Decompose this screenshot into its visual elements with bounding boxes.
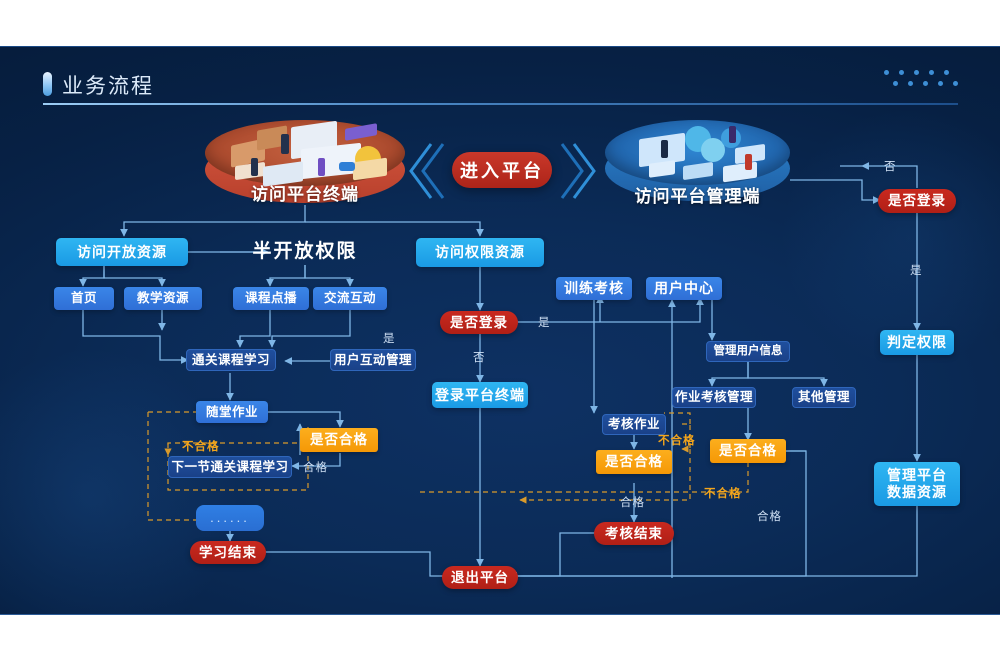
node-pass-course[interactable]: 通关课程学习 bbox=[186, 349, 276, 371]
decor-dot bbox=[953, 81, 958, 86]
node-semi-open: 半开放权限 bbox=[252, 240, 358, 262]
node-course-vod[interactable]: 课程点播 bbox=[233, 287, 309, 310]
node-teaching-resource[interactable]: 教学资源 bbox=[124, 287, 202, 310]
node-access-auth[interactable]: 访问权限资源 bbox=[416, 238, 544, 267]
decor-dot bbox=[884, 70, 889, 75]
label-qualified-mid: 合格 bbox=[620, 497, 645, 509]
label-yes-right: 是 bbox=[910, 265, 923, 277]
chevron-left-icon bbox=[409, 143, 445, 199]
node-study-end[interactable]: 学习结束 bbox=[190, 541, 266, 564]
node-qualified-right[interactable]: 是否合格 bbox=[710, 439, 786, 463]
node-qualified-left[interactable]: 是否合格 bbox=[300, 428, 378, 452]
page-title: 业务流程 bbox=[62, 75, 154, 98]
decor-dot-grid bbox=[884, 70, 960, 92]
label-yes-center: 是 bbox=[538, 317, 551, 329]
platform-terminal-disc: 访问平台终端 bbox=[205, 120, 405, 212]
label-unqualified-right: 不合格 bbox=[704, 488, 742, 500]
node-home[interactable]: 首页 bbox=[54, 287, 114, 310]
node-login-terminal[interactable]: 登录平台终端 bbox=[432, 382, 528, 408]
chevron-right-icon bbox=[560, 143, 596, 199]
title-divider bbox=[43, 103, 958, 105]
node-is-login-right[interactable]: 是否登录 bbox=[878, 189, 956, 213]
node-train-assess[interactable]: 训练考核 bbox=[556, 277, 632, 300]
node-other-mgmt[interactable]: 其他管理 bbox=[792, 387, 856, 408]
title-accent-bar bbox=[43, 72, 52, 96]
decor-dot bbox=[929, 70, 934, 75]
node-next-course[interactable]: 下一节通关课程学习 bbox=[168, 456, 292, 478]
decor-dot bbox=[914, 70, 919, 75]
platform-terminal-label: 访问平台终端 bbox=[251, 185, 359, 204]
node-user-interact-mgmt[interactable]: 用户互动管理 bbox=[330, 349, 416, 371]
node-assess-end[interactable]: 考核结束 bbox=[594, 522, 674, 545]
decor-dot bbox=[944, 70, 949, 75]
node-work-assess-mgmt[interactable]: 作业考核管理 bbox=[672, 387, 756, 408]
node-access-open[interactable]: 访问开放资源 bbox=[56, 238, 188, 266]
node-is-login-center[interactable]: 是否登录 bbox=[440, 311, 518, 334]
node-manage-user-info[interactable]: 管理用户信息 bbox=[706, 341, 790, 362]
node-exit-platform[interactable]: 退出平台 bbox=[442, 566, 518, 589]
platform-admin-disc: 访问平台管理端 bbox=[605, 120, 790, 210]
node-manage-data[interactable]: 管理平台 数据资源 bbox=[874, 462, 960, 506]
node-user-center[interactable]: 用户中心 bbox=[646, 277, 722, 300]
label-no-center: 否 bbox=[473, 352, 486, 364]
decor-dot bbox=[893, 81, 898, 86]
node-assess-work[interactable]: 考核作业 bbox=[602, 414, 666, 435]
decor-dot bbox=[923, 81, 928, 86]
node-ellipsis[interactable]: ...... bbox=[196, 505, 264, 531]
decor-dot bbox=[899, 70, 904, 75]
enter-platform-button[interactable]: 进入平台 bbox=[452, 152, 552, 188]
label-yes-mid: 是 bbox=[383, 333, 396, 345]
label-qualified-left: 合格 bbox=[303, 462, 328, 474]
node-judge-auth[interactable]: 判定权限 bbox=[880, 330, 954, 355]
node-classwork[interactable]: 随堂作业 bbox=[196, 401, 268, 423]
label-no-right-top: 否 bbox=[884, 161, 897, 173]
decor-dot bbox=[938, 81, 943, 86]
platform-admin-label: 访问平台管理端 bbox=[634, 187, 761, 206]
label-unqualified-left: 不合格 bbox=[182, 441, 220, 453]
label-qualified-right: 合格 bbox=[757, 511, 782, 523]
decor-dot bbox=[908, 81, 913, 86]
node-qualified-mid[interactable]: 是否合格 bbox=[596, 450, 672, 474]
label-unqualified-mid: 不合格 bbox=[658, 435, 696, 447]
node-interaction[interactable]: 交流互动 bbox=[313, 287, 387, 310]
